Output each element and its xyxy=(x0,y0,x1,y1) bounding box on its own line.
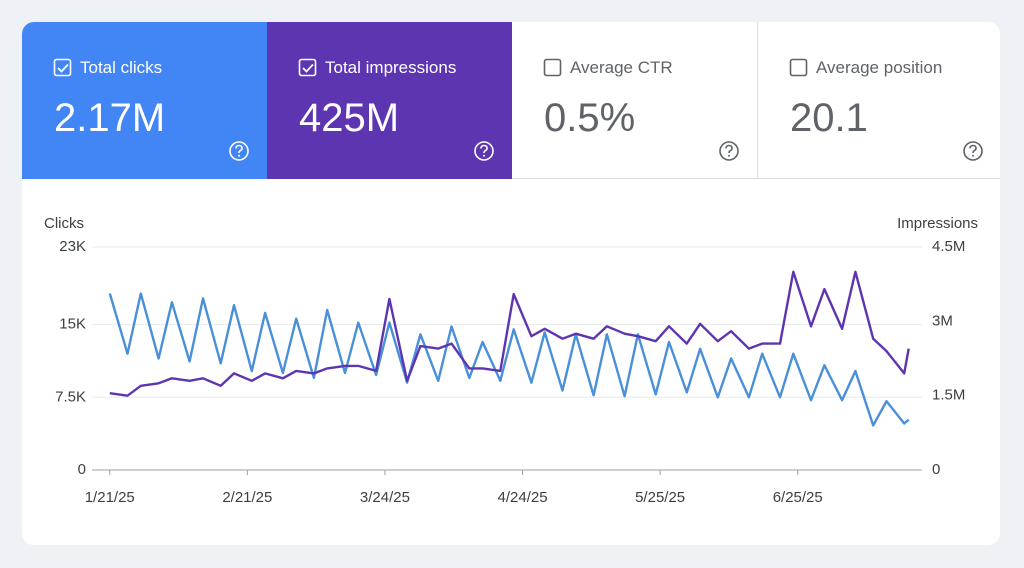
help-circle xyxy=(719,141,739,161)
y2-axis-title: Impressions xyxy=(897,215,978,232)
series-line xyxy=(108,292,910,427)
metric-tile[interactable]: Total clicks 2.17M xyxy=(22,22,267,179)
metric-label: Total clicks xyxy=(80,58,163,77)
y2-tick-label: 1.5M xyxy=(932,387,965,404)
checkbox-box xyxy=(298,58,317,77)
performance-card: Total clicks 2.17M Total impressions 425M Av… xyxy=(22,22,1000,545)
metric-value: 20.1 xyxy=(790,96,868,140)
y-tick-label: 15K xyxy=(59,316,86,333)
x-tick-label: 1/21/25 xyxy=(85,489,135,506)
help-glyph xyxy=(480,144,488,154)
checkmark xyxy=(302,63,314,73)
metric-label: Average position xyxy=(816,58,943,77)
x-tick-label: 2/21/25 xyxy=(222,489,272,506)
x-tick-label: 4/24/25 xyxy=(498,489,548,506)
y-tick-label: 23K xyxy=(59,238,86,255)
help-glyph xyxy=(969,144,977,154)
help-circle xyxy=(963,141,983,161)
metric-label: Average CTR xyxy=(570,58,673,77)
checkbox xyxy=(53,58,72,77)
help-icon[interactable] xyxy=(228,140,250,162)
checkmark xyxy=(57,63,69,73)
help-dot xyxy=(238,154,240,157)
x-tick-label: 3/24/25 xyxy=(360,489,410,506)
help-glyph xyxy=(235,144,243,154)
help-icon[interactable] xyxy=(718,140,740,162)
checkbox-box xyxy=(789,58,808,77)
help-dot xyxy=(483,154,485,157)
checkbox xyxy=(298,58,317,77)
y-tick-label: 0 xyxy=(78,461,86,478)
checkbox-box xyxy=(543,58,562,77)
help-dot xyxy=(972,154,974,157)
help-circle xyxy=(229,141,249,161)
help-dot xyxy=(728,154,730,157)
metric-value: 2.17M xyxy=(54,96,166,140)
x-tick-label: 5/25/25 xyxy=(635,489,685,506)
x-tick-label: 6/25/25 xyxy=(773,489,823,506)
checkbox xyxy=(543,58,562,77)
y2-tick-label: 3M xyxy=(932,312,953,329)
y2-tick-label: 0 xyxy=(932,461,940,478)
checkbox xyxy=(789,58,808,77)
metric-tile[interactable]: Average CTR 0.5% xyxy=(512,22,757,179)
series-line xyxy=(109,270,910,397)
metric-value: 425M xyxy=(299,96,400,140)
help-glyph xyxy=(725,144,733,154)
help-circle xyxy=(474,141,494,161)
help-icon[interactable] xyxy=(962,140,984,162)
y-tick-label: 7.5K xyxy=(55,388,86,405)
metric-value: 0.5% xyxy=(544,96,636,140)
y2-tick-label: 4.5M xyxy=(932,238,965,255)
metric-tile[interactable]: Total impressions 425M xyxy=(267,22,512,179)
metric-tile[interactable]: Average position 20.1 xyxy=(757,22,1000,179)
checkbox-box xyxy=(53,58,72,77)
y-axis-title: Clicks xyxy=(44,215,84,232)
help-icon[interactable] xyxy=(473,140,495,162)
metric-label: Total impressions xyxy=(325,58,457,77)
